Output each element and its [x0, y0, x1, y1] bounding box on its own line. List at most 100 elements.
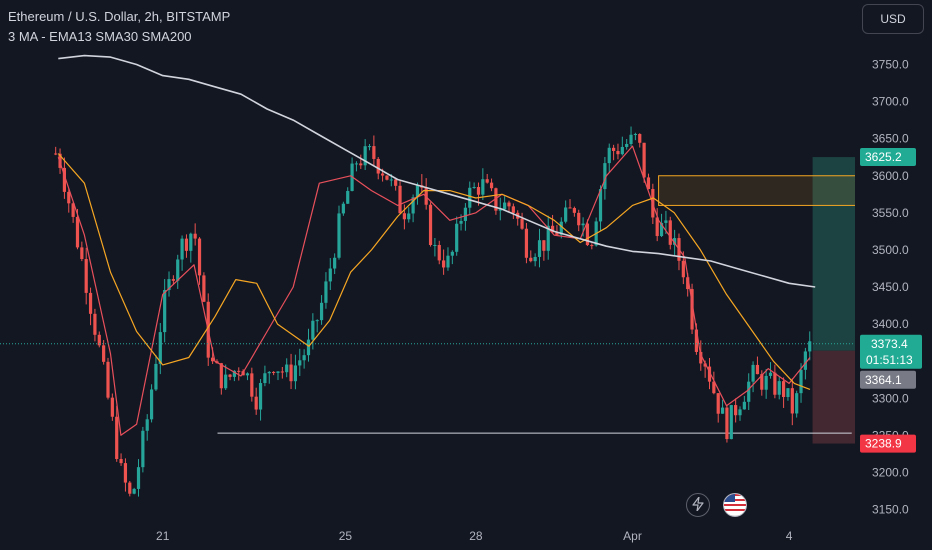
candle-body [263, 373, 267, 384]
candle-body [119, 458, 123, 464]
candle-body [507, 202, 511, 207]
candle-body [115, 416, 119, 459]
candle-body [790, 388, 794, 414]
candle-body [80, 247, 84, 260]
candle-body [725, 407, 729, 440]
candle-body [620, 146, 624, 155]
candle-body [71, 203, 75, 217]
candle-body [729, 405, 733, 440]
candle-body [211, 357, 215, 362]
candle-body [803, 351, 807, 370]
price-axis-panel[interactable] [855, 0, 932, 550]
candle-body [572, 208, 576, 213]
candle-body [93, 313, 97, 335]
candle-body [808, 341, 812, 352]
last-price-tag: 3373.4 [871, 337, 908, 351]
price-tick-label: 3450.0 [872, 280, 909, 294]
time-tick-label: Apr [623, 529, 642, 543]
candle-body [703, 363, 707, 367]
stop-price-tag: 3238.9 [865, 437, 902, 451]
candle-body [476, 187, 481, 195]
candle-body [537, 240, 542, 257]
lightning-button[interactable] [686, 493, 710, 517]
currency-button[interactable]: USD [862, 4, 924, 34]
candle-body [106, 361, 110, 398]
candle-body [363, 146, 367, 166]
candle-body [102, 345, 106, 362]
candle-body [254, 396, 258, 410]
candle-body [533, 256, 537, 262]
price-tick-label: 3500.0 [872, 243, 909, 257]
candle-body [141, 430, 145, 468]
candle-body [446, 255, 450, 268]
candle-body [184, 238, 189, 251]
candle-body [433, 244, 437, 246]
candle-body [607, 147, 611, 164]
candle-body [529, 257, 533, 262]
time-tick-label: 21 [156, 529, 170, 543]
candle-body [367, 146, 372, 148]
price-tick-label: 3700.0 [872, 95, 909, 109]
candle-body [720, 407, 725, 414]
countdown-tag: 01:51:13 [866, 353, 913, 367]
time-axis-panel[interactable] [0, 522, 855, 550]
candle-body [690, 289, 694, 330]
candle-body [712, 381, 716, 394]
candle-body [616, 150, 620, 155]
candle-body [450, 251, 454, 256]
candle-body [738, 409, 742, 416]
price-tick-label: 3750.0 [872, 58, 909, 72]
candle-body [272, 371, 276, 373]
time-axis: 212528Apr48 [156, 529, 793, 543]
candle-body [638, 134, 642, 143]
candle-body [97, 334, 101, 346]
candle-body [633, 134, 637, 136]
candle-body [163, 290, 167, 333]
candle-body [760, 374, 764, 390]
candle-body [315, 320, 319, 322]
price-tick-label: 3600.0 [872, 169, 909, 183]
lightning-icon [692, 495, 704, 514]
economic-events-button[interactable] [723, 493, 747, 517]
candle-body [333, 257, 337, 269]
chart-title: Ethereum / U.S. Dollar, 2h, BITSTAMP [8, 9, 231, 24]
candle-body [428, 204, 433, 246]
candle-body [324, 281, 328, 303]
candle-body [402, 213, 406, 220]
candle-body [550, 225, 555, 233]
candle-body [337, 213, 341, 258]
candle-body [742, 401, 746, 410]
candle-body [302, 355, 306, 361]
candle-body [394, 179, 398, 186]
candle-body [276, 371, 280, 373]
candle-body [84, 259, 88, 293]
indicator-legend[interactable]: 3 MA - EMA13 SMA30 SMA200 [8, 29, 192, 44]
candle-body [250, 373, 254, 397]
candle-body [306, 339, 311, 356]
candle-body [668, 220, 672, 245]
candle-body [646, 177, 651, 190]
candle-body [581, 223, 585, 226]
candle-body [193, 233, 197, 239]
candle-body [629, 134, 633, 144]
price-tick-label: 3400.0 [872, 317, 909, 331]
candle-body [197, 238, 202, 276]
candle-body [289, 364, 293, 382]
candle-body [481, 179, 485, 195]
candle-body [764, 375, 768, 390]
candle-body [681, 260, 685, 278]
candle-body [311, 320, 315, 340]
candle-body [180, 238, 184, 260]
candle-body [267, 371, 271, 374]
candle-body [411, 197, 415, 214]
candle-body [128, 482, 132, 494]
time-tick-label: 25 [339, 529, 353, 543]
candle-body [472, 187, 476, 189]
candle-body [524, 228, 529, 258]
candle-body [555, 232, 559, 235]
candle-body [202, 275, 206, 302]
candle-body [786, 388, 790, 398]
candle-body [773, 372, 777, 395]
candle-body [494, 188, 498, 211]
